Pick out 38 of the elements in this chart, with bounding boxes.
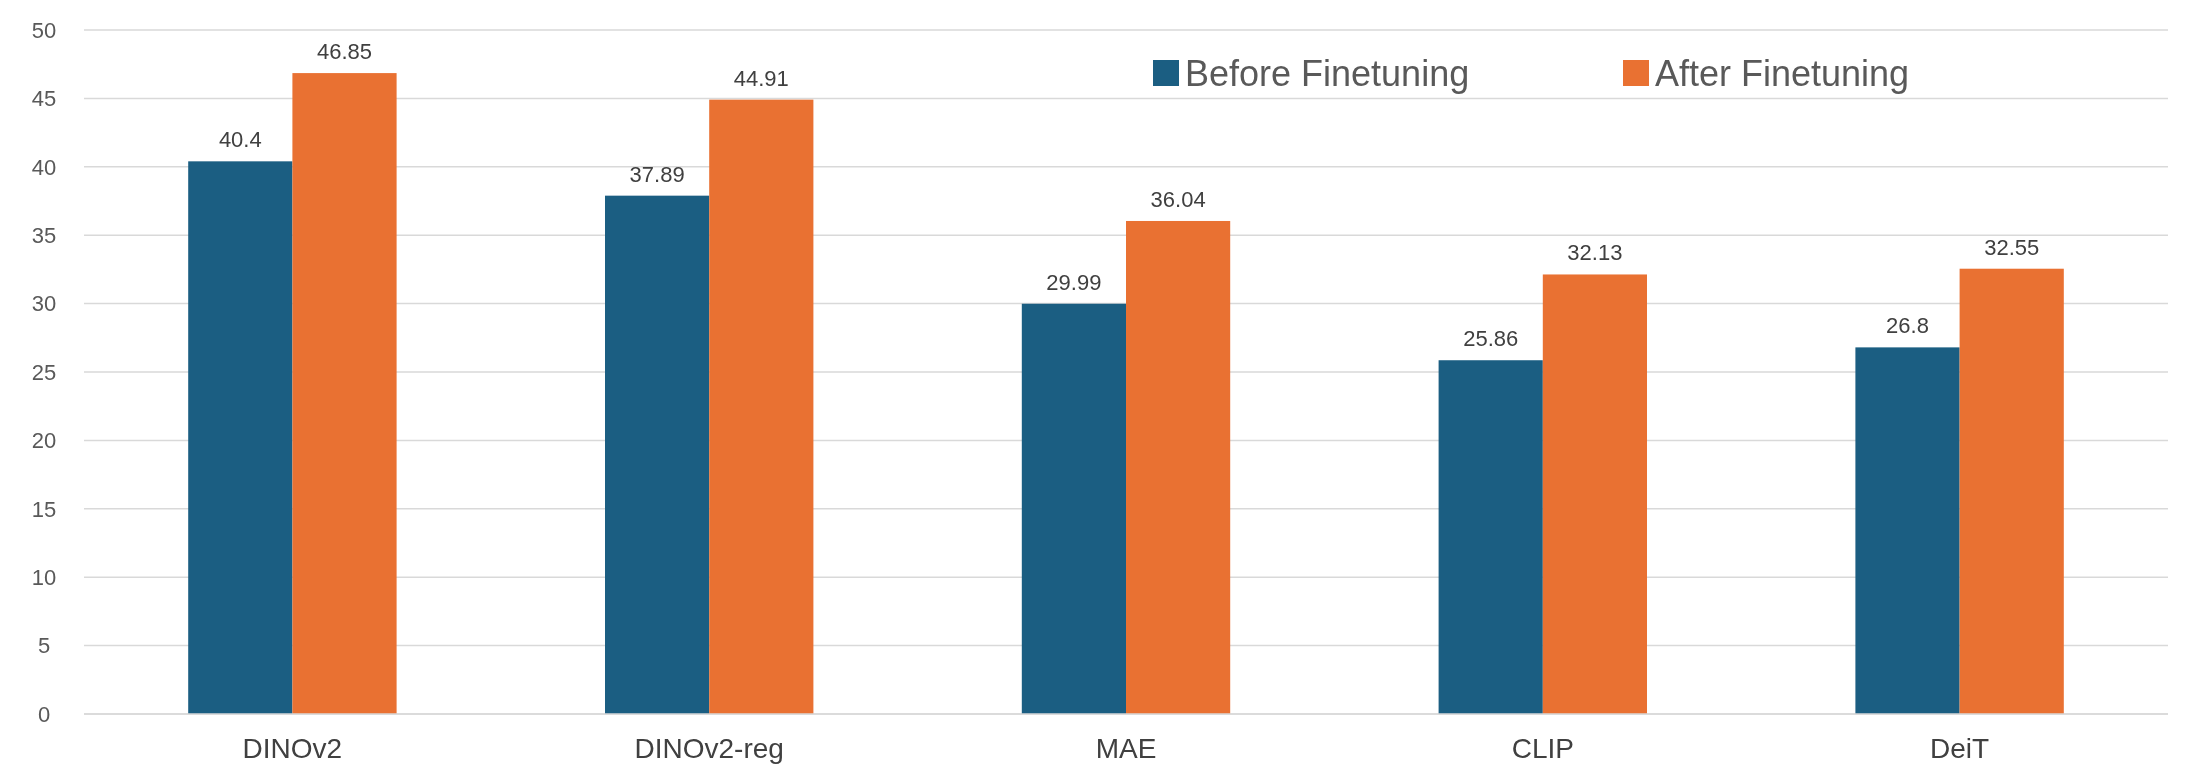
y-tick-label: 5 — [37, 633, 51, 659]
x-tick-label: CLIP — [1511, 733, 1574, 764]
y-tick-label: 45 — [31, 86, 57, 112]
bar — [709, 99, 814, 714]
x-tick-label: DeiT — [1930, 733, 1990, 764]
data-label: 25.86 — [1463, 326, 1519, 352]
data-label: 36.04 — [1150, 186, 1206, 212]
legend-label: After Finetuning — [1655, 52, 1910, 94]
y-tick-label: 50 — [31, 17, 57, 43]
y-tick-label: 10 — [31, 564, 57, 590]
data-label: 40.4 — [218, 127, 262, 153]
data-label: 29.99 — [1046, 269, 1102, 295]
data-label: 26.8 — [1886, 313, 1929, 339]
bar — [1021, 303, 1126, 714]
y-tick-label: 20 — [31, 428, 57, 454]
y-tick-label: 30 — [31, 291, 57, 317]
bar — [1542, 274, 1647, 714]
bar — [1959, 268, 2064, 714]
bar — [1126, 220, 1231, 714]
data-label: 32.13 — [1567, 240, 1623, 266]
x-tick-label: DINOv2-reg — [634, 733, 784, 764]
bar — [292, 73, 397, 714]
bar — [605, 195, 710, 714]
y-tick-label: 15 — [31, 496, 57, 522]
y-tick-label: 35 — [31, 222, 57, 248]
bar — [188, 161, 293, 714]
data-label: 46.85 — [316, 39, 373, 65]
x-tick-label: MAE — [1095, 733, 1157, 764]
legend-label: Before Finetuning — [1185, 52, 1470, 94]
data-label: 37.89 — [629, 161, 685, 187]
bar — [1855, 347, 1960, 714]
data-label: 32.55 — [1984, 234, 2040, 260]
bar — [1438, 360, 1543, 714]
x-tick-label: DINOv2 — [242, 733, 343, 764]
y-tick-label: 25 — [31, 359, 57, 385]
y-tick-label: 40 — [31, 154, 57, 180]
y-tick-label: 0 — [37, 701, 51, 727]
data-label: 44.91 — [733, 65, 789, 91]
